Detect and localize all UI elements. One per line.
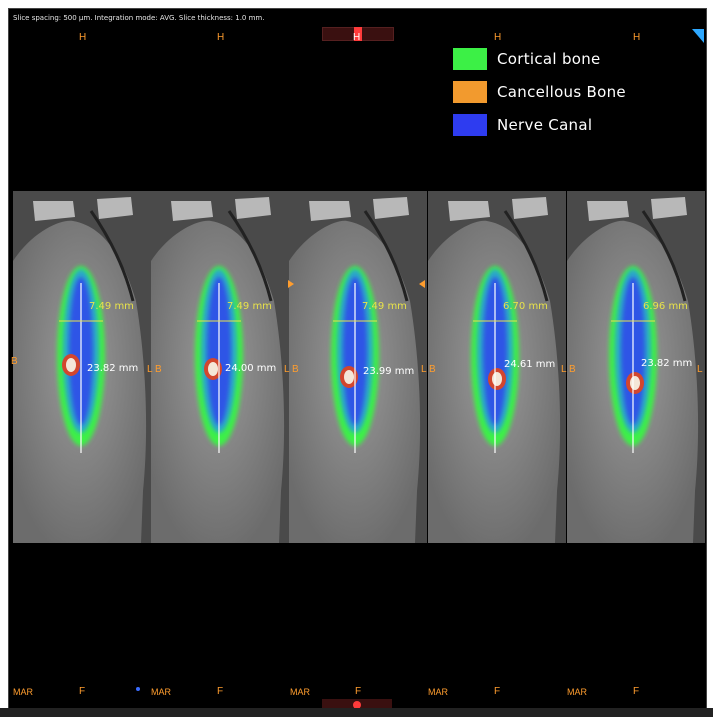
orientation-bottom-2: F bbox=[217, 686, 224, 697]
top-slice-scrollbar[interactable] bbox=[322, 27, 394, 41]
orientation-right-3: L bbox=[421, 364, 427, 375]
width-measurement-5: 6.96 mm bbox=[643, 301, 688, 312]
ct-slice-3[interactable]: 7.49 mm 23.99 mm bbox=[289, 191, 427, 543]
ct-slice-2[interactable]: 7.49 mm 24.00 mm bbox=[151, 191, 289, 543]
bottom-label-mar-3: MAR bbox=[290, 687, 310, 697]
bottom-label-mar-5: MAR bbox=[567, 687, 587, 697]
nerve-swatch bbox=[453, 114, 487, 136]
width-measurement-4: 6.70 mm bbox=[503, 301, 548, 312]
bottom-slice-scrollbar[interactable] bbox=[322, 699, 392, 709]
ct-slice-4[interactable]: 6.70 mm 24.61 mm bbox=[428, 191, 566, 543]
orientation-bottom-5: F bbox=[633, 686, 640, 697]
height-measurement-5: 23.82 mm bbox=[641, 358, 693, 369]
height-measurement-1: 23.82 mm bbox=[87, 363, 139, 374]
height-measurement-4: 24.61 mm bbox=[504, 359, 556, 370]
legend-item-cortical: Cortical bone bbox=[453, 47, 626, 71]
legend-label-cortical: Cortical bone bbox=[497, 50, 601, 68]
cortical-swatch bbox=[453, 48, 487, 70]
tissue-legend: Cortical bone Cancellous Bone Nerve Cana… bbox=[453, 47, 626, 146]
top-scroll-handle[interactable] bbox=[354, 27, 362, 41]
orientation-left-1: B bbox=[11, 356, 18, 367]
bottom-label-mar-1: MAR bbox=[13, 687, 33, 697]
orientation-top-5: H bbox=[633, 32, 641, 43]
slice-info-text: Slice spacing: 500 µm. Integration mode:… bbox=[13, 14, 265, 22]
orientation-top-4: H bbox=[494, 32, 502, 43]
slice-strip[interactable]: 7.49 mm 23.82 mm 7.49 mm 24.00 mm 7.49 mm 23.… bbox=[13, 191, 706, 543]
orientation-right-2: L bbox=[284, 364, 290, 375]
bottom-scroll-handle[interactable] bbox=[353, 701, 361, 709]
slice-arrow-right-icon[interactable] bbox=[419, 280, 425, 288]
height-measurement-2: 24.00 mm bbox=[225, 363, 277, 374]
orientation-left-3: B bbox=[292, 364, 299, 375]
orientation-right-5: L bbox=[697, 364, 703, 375]
bottom-strip bbox=[0, 708, 713, 717]
orientation-right-1: L bbox=[147, 364, 153, 375]
orientation-left-5: B bbox=[569, 364, 576, 375]
width-measurement-3: 7.49 mm bbox=[362, 301, 407, 312]
orientation-top-2: H bbox=[217, 32, 225, 43]
height-measurement-3: 23.99 mm bbox=[363, 366, 415, 377]
width-measurement-1: 7.49 mm bbox=[89, 301, 134, 312]
orientation-bottom-3: F bbox=[355, 686, 362, 697]
orientation-bottom-4: F bbox=[494, 686, 501, 697]
legend-label-nerve: Nerve Canal bbox=[497, 116, 593, 134]
ct-viewer[interactable]: Slice spacing: 500 µm. Integration mode:… bbox=[8, 8, 707, 710]
ct-slice-5[interactable]: 6.96 mm 23.82 mm bbox=[567, 191, 705, 543]
slice-arrow-left-icon[interactable] bbox=[288, 280, 294, 288]
legend-item-cancellous: Cancellous Bone bbox=[453, 80, 626, 104]
cancellous-swatch bbox=[453, 81, 487, 103]
bottom-label-mar-4: MAR bbox=[428, 687, 448, 697]
width-measurement-2: 7.49 mm bbox=[227, 301, 272, 312]
orientation-top-3: H bbox=[353, 32, 361, 43]
orientation-bottom-1: F bbox=[79, 686, 86, 697]
orientation-top-1: H bbox=[79, 32, 87, 43]
ct-slice-1[interactable]: 7.49 mm 23.82 mm bbox=[13, 191, 151, 543]
legend-item-nerve: Nerve Canal bbox=[453, 113, 626, 137]
marker-dot-icon bbox=[136, 687, 140, 691]
orientation-right-4: L bbox=[561, 364, 567, 375]
legend-label-cancellous: Cancellous Bone bbox=[497, 83, 626, 101]
corner-triangle-icon[interactable] bbox=[692, 29, 704, 43]
orientation-left-2: B bbox=[155, 364, 162, 375]
bottom-label-mar-2: MAR bbox=[151, 687, 171, 697]
orientation-left-4: B bbox=[429, 364, 436, 375]
